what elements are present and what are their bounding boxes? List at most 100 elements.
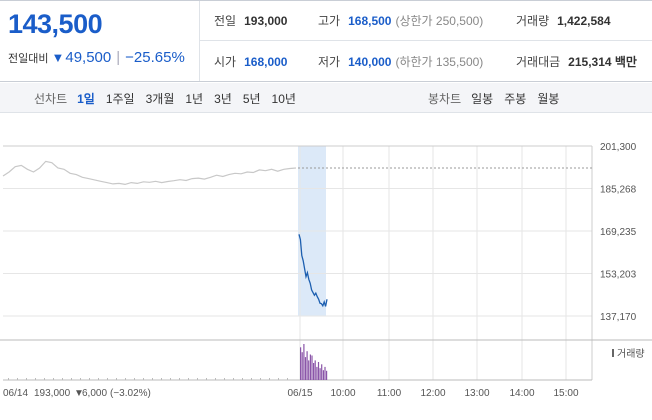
- volume-bar: [260, 378, 261, 380]
- x-tick-label: 06/15: [287, 388, 312, 399]
- period-1w[interactable]: 1주일: [105, 91, 135, 106]
- volume-bar: [313, 363, 315, 380]
- y-tick-label: 137,170: [600, 312, 637, 323]
- y-tick-label: 185,268: [600, 185, 637, 196]
- volume-bar: [179, 378, 180, 380]
- footer-change: 6,000: [82, 388, 107, 399]
- change-row: 전일대비 ▼ 49,500 | −25.65%: [8, 49, 185, 66]
- candle-monthly[interactable]: 월봉: [537, 91, 560, 106]
- volume-bar: [300, 347, 302, 380]
- change-separator: |: [116, 49, 121, 66]
- volume-bar: [98, 378, 99, 380]
- period-1y[interactable]: 1년: [185, 91, 204, 106]
- intraday-price-chart: 201,300 185,268 169,235 153,203 137,170 거래량 06…: [0, 142, 652, 399]
- volume-bar: [53, 378, 54, 380]
- volume-bar: [303, 344, 305, 380]
- footer-close: 193,000: [34, 388, 71, 399]
- volume-bar: [306, 351, 308, 380]
- volume-bar: [188, 378, 189, 380]
- volume-bar: [224, 378, 225, 380]
- volume-bar: [116, 378, 117, 380]
- volume-bar: [233, 378, 234, 380]
- quote-row-1: 전일 193,000 고가 168,500 (상한가 250,500) 거래량 1,42…: [200, 1, 652, 41]
- volume-bar: [125, 378, 126, 380]
- x-tick-label: 13:00: [464, 388, 489, 399]
- open-value: 168,000: [244, 54, 288, 69]
- volume-bar: [319, 368, 321, 380]
- volume-bar: [301, 352, 303, 380]
- volume-label: 거래량: [516, 14, 550, 28]
- amount-label: 거래대금: [516, 54, 561, 69]
- period-3m[interactable]: 3개월: [145, 91, 175, 106]
- high-label: 고가: [318, 14, 341, 28]
- volume-legend-label: 거래량: [617, 348, 645, 360]
- x-tick-label: 11:00: [377, 388, 402, 399]
- volume-bar: [71, 378, 72, 380]
- footer-pct: (−3.02%): [110, 388, 151, 399]
- low-label: 저가: [318, 54, 341, 69]
- line-chart-label: 선차트: [34, 91, 68, 106]
- footer-date: 06/14: [3, 388, 28, 399]
- change-value: 49,500: [65, 49, 112, 66]
- line-chart-periods: 선차트 1일 1주일 3개월 1년 3년 5년 10년: [34, 83, 307, 113]
- volume-bar: [326, 370, 328, 380]
- volume-bar: [89, 378, 90, 380]
- y-tick-label: 201,300: [600, 142, 637, 153]
- volume-legend-swatch: [612, 349, 614, 357]
- period-5y[interactable]: 5년: [242, 91, 261, 106]
- lower-limit: (하한가 135,500): [395, 54, 484, 69]
- y-tick-label: 153,203: [600, 270, 637, 281]
- volume-bar: [269, 378, 270, 380]
- volume-bar: [17, 378, 18, 380]
- x-tick-label: 12:00: [420, 388, 445, 399]
- volume-bar: [287, 378, 288, 380]
- current-session-line: [298, 234, 328, 308]
- volume-bar: [314, 360, 316, 380]
- volume-bar: [35, 378, 36, 380]
- x-tick-label: 14:00: [509, 388, 534, 399]
- volume-bar: [134, 378, 135, 380]
- open-label: 시가: [214, 54, 237, 69]
- upper-limit: (상한가 250,500): [395, 14, 484, 28]
- candle-chart-periods: 봉차트 일봉 주봉 월봉: [428, 83, 570, 113]
- volume-bar: [304, 357, 307, 380]
- quote-grid: 전일 193,000 고가 168,500 (상한가 250,500) 거래량 1,42…: [200, 1, 652, 81]
- volume-bar: [161, 378, 162, 380]
- x-tick-label: 10:00: [330, 388, 355, 399]
- volume-value: 1,422,584: [557, 14, 611, 28]
- current-price: 143,500: [8, 9, 103, 39]
- volume-bar: [242, 378, 243, 380]
- volume-bar: [311, 355, 313, 380]
- period-1d[interactable]: 1일: [77, 91, 95, 106]
- quote-panel: 143,500 전일대비 ▼ 49,500 | −25.65% 전일 193,00…: [0, 0, 652, 82]
- volume-bar: [206, 378, 207, 380]
- volume-bar: [321, 364, 323, 380]
- x-tick-label: 15:00: [553, 388, 578, 399]
- volume-bar: [309, 354, 311, 380]
- volume-bar: [197, 378, 198, 380]
- volume-bar: [80, 378, 81, 380]
- candle-daily[interactable]: 일봉: [471, 91, 494, 106]
- volume-bar: [324, 366, 326, 380]
- volume-bar: [8, 378, 9, 380]
- volume-bar: [215, 378, 216, 380]
- volume-bar: [26, 378, 27, 380]
- volume-bar: [44, 378, 45, 380]
- candle-weekly[interactable]: 주봉: [504, 91, 527, 106]
- volume-bar: [322, 370, 324, 380]
- price-box: 143,500 전일대비 ▼ 49,500 | −25.65%: [0, 1, 200, 81]
- volume-bar: [251, 378, 252, 380]
- volume-bar: [170, 378, 171, 380]
- change-percent: −25.65%: [125, 49, 185, 66]
- volume-bar: [317, 362, 320, 380]
- volume-bar: [308, 360, 310, 380]
- volume-bar: [143, 378, 144, 380]
- volume-bar: [316, 366, 318, 380]
- volume-bar: [107, 378, 108, 380]
- volume-bar: [278, 378, 279, 380]
- chart-toolbar: 선차트 1일 1주일 3개월 1년 3년 5년 10년 봉차트 일봉 주봉 월봉: [0, 83, 652, 113]
- period-10y[interactable]: 10년: [271, 91, 296, 106]
- period-3y[interactable]: 3년: [214, 91, 232, 106]
- y-tick-label: 169,235: [600, 227, 637, 238]
- high-value: 168,500: [348, 14, 392, 28]
